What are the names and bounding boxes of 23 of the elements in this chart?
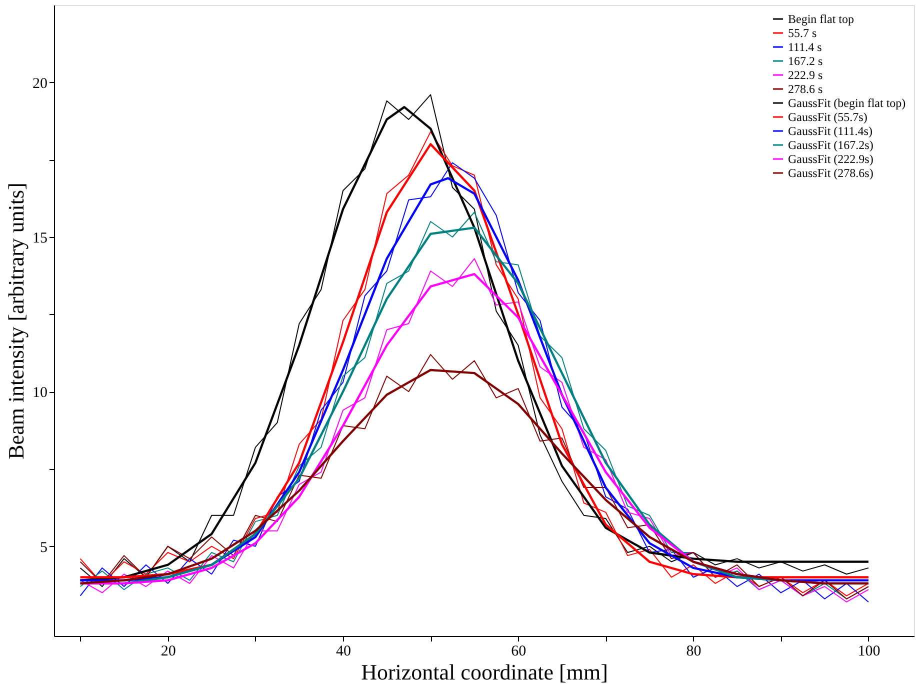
legend-label: 278.6 s [788, 82, 823, 96]
y-axis-title: Beam intensity [arbitrary units] [4, 182, 28, 460]
legend-label: 222.9 s [788, 68, 823, 82]
legend-label: 111.4 s [788, 40, 822, 54]
legend-label: 55.7 s [788, 26, 817, 40]
legend-label: GaussFit (278.6s) [788, 166, 874, 180]
y-tick-label: 5 [40, 540, 48, 556]
legend-label: GaussFit (111.4s) [788, 124, 872, 138]
legend-label: GaussFit (167.2s) [788, 138, 874, 152]
x-tick-label: 40 [336, 644, 351, 660]
y-tick-label: 10 [32, 385, 48, 402]
x-axis-title: Horizontal coordinate [mm] [361, 660, 608, 684]
x-tick-label: 80 [686, 644, 702, 660]
legend-label: Begin flat top [788, 12, 854, 26]
legend-label: GaussFit (begin flat top) [788, 96, 906, 110]
x-tick-label: 100 [858, 644, 880, 660]
y-tick-label: 15 [32, 230, 48, 246]
legend-label: 167.2 s [788, 54, 823, 68]
y-tick-label: 20 [32, 76, 48, 92]
legend-label: GaussFit (222.9s) [788, 152, 874, 166]
x-tick-label: 60 [511, 644, 526, 660]
legend-label: GaussFit (55.7s) [788, 110, 868, 124]
x-tick-label: 20 [160, 644, 176, 660]
